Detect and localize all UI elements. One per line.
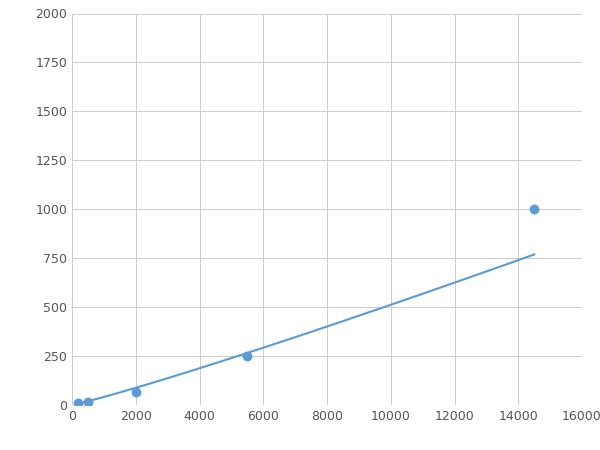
Point: [74, 400, 83, 407]
Point: [83, 398, 93, 405]
Point: [131, 389, 140, 396]
Point: [529, 206, 539, 213]
Point: [242, 352, 252, 360]
